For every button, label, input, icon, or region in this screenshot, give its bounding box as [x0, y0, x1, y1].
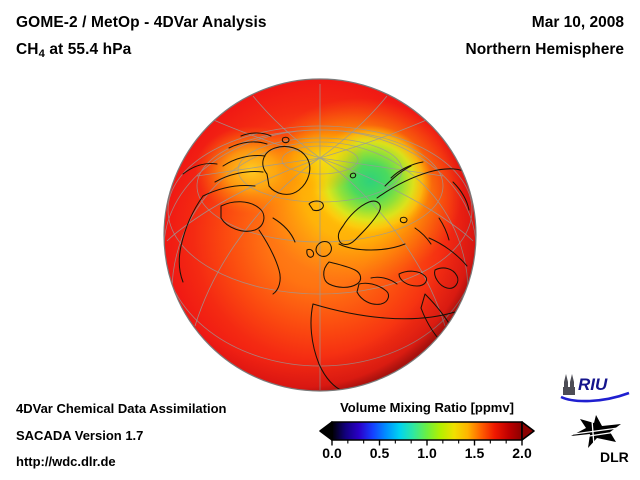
credit-line-assimilation: 4DVar Chemical Data Assimilation [16, 401, 227, 416]
species-label: CH [16, 41, 39, 58]
date-label: Mar 10, 2008 [531, 14, 624, 31]
colorbar-tick-label: 0.0 [322, 445, 342, 461]
cathedral-icon [563, 374, 575, 395]
page-subtitle: CH4 at 55.4 hPa [16, 41, 131, 60]
credit-line-url[interactable]: http://wdc.dlr.de [16, 454, 116, 469]
page-title: GOME-2 / MetOp - 4DVar Analysis [16, 14, 267, 31]
species-subscript: 4 [38, 48, 45, 61]
colorbar-title: Volume Mixing Ratio [ppmv] [340, 400, 514, 415]
hemisphere-label: Northern Hemisphere [465, 41, 624, 58]
colorbar-tick-label: 1.0 [417, 445, 437, 461]
colorbar-tick-label: 0.5 [369, 445, 390, 461]
credit-line-version: SACADA Version 1.7 [16, 428, 144, 443]
riu-logo: RIU [560, 374, 630, 403]
pressure-level-label: at 55.4 hPa [44, 41, 132, 58]
colorbar-tick-label: 2.0 [512, 445, 532, 461]
globe-limb-shading [164, 79, 476, 391]
dlr-wordmark: DLR [600, 449, 629, 465]
riu-wordmark: RIU [578, 375, 608, 394]
riu-swoosh [560, 391, 630, 403]
globe-map [163, 78, 477, 392]
colorbar-tick-label: 1.5 [464, 445, 485, 461]
dlr-mark-lines [573, 419, 619, 447]
colorbar-scale [319, 421, 535, 446]
globe-outline [163, 78, 477, 392]
dlr-logo: DLR [571, 415, 629, 465]
